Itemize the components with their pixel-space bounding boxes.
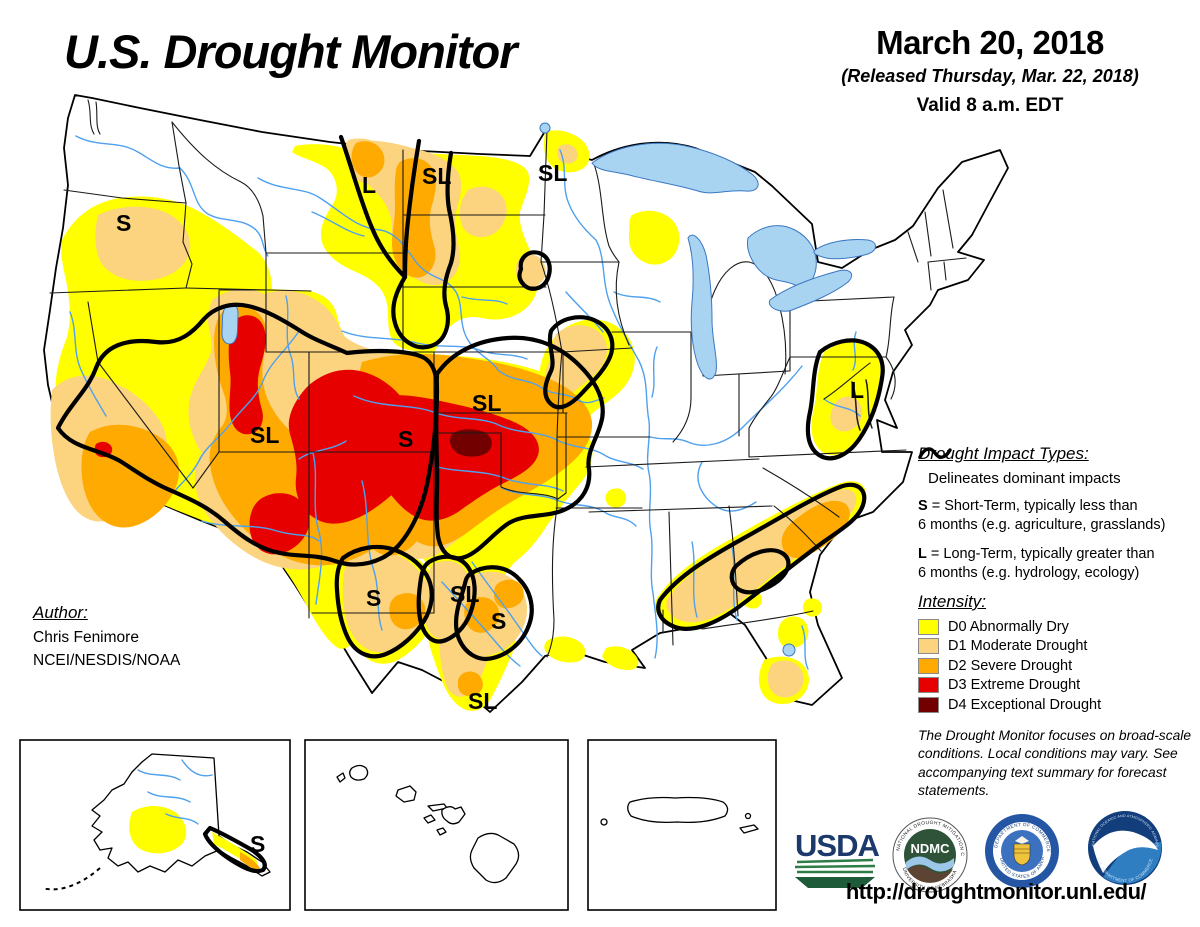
svg-text:SL: SL	[538, 160, 567, 186]
d3-regions	[94, 315, 539, 555]
intensity-legend: Intensity: D0 Abnormally Dry D1 Moderate…	[918, 592, 1196, 715]
impact-types-legend: Drought Impact Types: Delineates dominan…	[918, 444, 1196, 584]
svg-text:L: L	[850, 377, 864, 403]
svg-text:S: S	[491, 608, 506, 634]
d2-label: D2 Severe Drought	[948, 657, 1073, 674]
author-heading: Author:	[33, 603, 88, 622]
valid-time: Valid 8 a.m. EDT	[916, 95, 1064, 116]
long-term-definition: L = Long-Term, typically greater than 6 …	[918, 546, 1155, 582]
date-block: March 20, 2018 (Released Thursday, Mar. …	[830, 24, 1150, 117]
disclaimer-text: The Drought Monitor focuses on broad-sca…	[918, 728, 1192, 799]
impact-labels: S L SL SL SL S SL S SL S SL L S	[116, 160, 864, 857]
state-borders	[49, 121, 967, 658]
svg-text:SL: SL	[422, 163, 451, 189]
legend-row-d1: D1 Moderate Drought	[918, 637, 1196, 657]
inset-frames	[19, 739, 777, 911]
svg-text:L: L	[362, 172, 376, 198]
great-lakes	[221, 122, 876, 657]
d4-label: D4 Exceptional Drought	[948, 696, 1102, 713]
author-block: Author: Chris Fenimore NCEI/NESDIS/NOAA	[33, 600, 180, 672]
svg-text:SL: SL	[468, 688, 497, 714]
drought-monitor-url[interactable]: http://droughtmonitor.unl.edu/	[845, 879, 1147, 904]
author-name: Chris Fenimore	[33, 628, 139, 646]
d1-swatch	[918, 638, 939, 655]
legend-row-d4: D4 Exceptional Drought	[918, 695, 1196, 715]
svg-text:S: S	[116, 210, 131, 236]
release-date: (Released Thursday, Mar. 22, 2018)	[841, 66, 1139, 86]
d0-swatch	[918, 618, 939, 635]
d3-label: D3 Extreme Drought	[948, 677, 1081, 694]
d4-swatch	[918, 696, 939, 713]
lake-ontario	[813, 239, 876, 260]
great-salt-lake	[221, 303, 239, 345]
lake-superior	[591, 142, 759, 194]
puerto-rico-inset-map	[600, 796, 759, 834]
map-date: March 20, 2018	[876, 24, 1104, 61]
short-term-definition: S = Short-Term, typically less than 6 mo…	[918, 498, 1166, 534]
hawaii-inset-map	[336, 764, 520, 884]
intensity-heading: Intensity:	[918, 592, 987, 611]
d3-swatch	[918, 677, 939, 694]
svg-text:USDA: USDA	[795, 828, 879, 863]
legend-row-d3: D3 Extreme Drought	[918, 676, 1196, 696]
lake-michigan	[687, 234, 717, 380]
author-org: NCEI/NESDIS/NOAA	[33, 651, 181, 669]
svg-text:S: S	[398, 426, 413, 452]
delineates-label: Delineates dominant impacts	[928, 470, 1121, 487]
alaska-inset-frame	[19, 739, 291, 911]
svg-text:SL: SL	[250, 422, 279, 448]
svg-text:SL: SL	[450, 581, 479, 607]
impact-types-heading: Drought Impact Types:	[918, 444, 1089, 463]
svg-text:NOAA: NOAA	[1110, 834, 1139, 845]
impact-outlines	[55, 134, 885, 662]
usda-logo: USDA	[794, 828, 880, 888]
legend-row-d0: D0 Abnormally Dry	[918, 617, 1196, 637]
svg-text:SL: SL	[472, 390, 501, 416]
page-title: U.S. Drought Monitor	[64, 25, 518, 78]
lake-erie	[768, 269, 853, 312]
d4-region	[449, 429, 492, 457]
lake-of-the-woods	[539, 122, 551, 134]
hawaii-inset-frame	[304, 739, 569, 911]
alaska-inset-map	[41, 753, 271, 891]
delineation-curve-icon	[918, 447, 952, 459]
svg-text:NDMC: NDMC	[911, 841, 951, 856]
d0-label: D0 Abnormally Dry	[948, 618, 1069, 635]
rivers	[69, 135, 861, 670]
puerto-rico-inset-frame	[587, 739, 777, 911]
lake-okeechobee	[782, 643, 796, 657]
svg-text:S: S	[366, 585, 381, 611]
legend-row-d2: D2 Severe Drought	[918, 656, 1196, 676]
d2-swatch	[918, 657, 939, 674]
d1-label: D1 Moderate Drought	[948, 638, 1088, 655]
